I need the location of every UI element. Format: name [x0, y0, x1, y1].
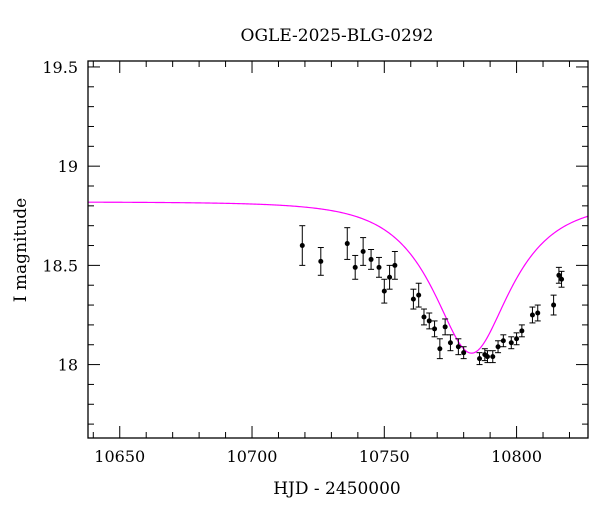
- data-point: [431, 320, 438, 338]
- data-point: [534, 304, 541, 322]
- data-point: [386, 264, 393, 290]
- point-marker: [535, 310, 541, 316]
- point-marker: [368, 256, 374, 262]
- data-point: [376, 256, 383, 278]
- data-point: [529, 306, 536, 324]
- data-point: [420, 308, 427, 326]
- point-marker: [318, 258, 324, 264]
- data-point: [558, 270, 565, 288]
- data-point: [495, 340, 502, 354]
- y-axis-tick-labels: 18 18.5 19 19.5: [42, 58, 78, 375]
- point-marker: [352, 264, 358, 270]
- x-tick-label: 10650: [94, 447, 145, 466]
- x-tick-label: 10750: [359, 447, 410, 466]
- point-marker: [426, 318, 432, 324]
- point-marker: [299, 243, 305, 249]
- model-curve: [88, 201, 588, 354]
- data-point: [518, 324, 525, 338]
- data-point: [489, 350, 496, 364]
- data-point: [368, 249, 375, 270]
- data-point: [513, 332, 520, 346]
- point-marker: [416, 292, 422, 298]
- point-marker: [432, 326, 438, 332]
- point-marker: [556, 272, 562, 278]
- y-tick-label: 18.5: [42, 256, 78, 275]
- data-point: [391, 250, 398, 280]
- point-marker: [387, 274, 393, 280]
- point-marker: [477, 356, 483, 362]
- point-marker: [559, 276, 565, 282]
- data-point: [476, 352, 483, 366]
- x-axis-ticks: [92, 61, 570, 438]
- point-marker: [442, 324, 448, 330]
- plot-frame: [87, 60, 589, 439]
- x-axis-tick-labels: 10650 10700 10750 10800: [94, 447, 542, 466]
- point-marker: [421, 314, 427, 320]
- data-point: [299, 225, 306, 266]
- point-marker: [461, 350, 467, 356]
- point-marker: [392, 262, 398, 268]
- data-point: [352, 254, 359, 280]
- data-point: [381, 278, 388, 304]
- data-points: [299, 225, 565, 366]
- point-marker: [500, 338, 506, 344]
- data-point: [426, 312, 433, 330]
- point-marker: [495, 344, 501, 350]
- point-marker: [529, 312, 535, 318]
- data-point: [344, 227, 351, 260]
- y-axis-label: I magnitude: [11, 198, 31, 302]
- data-point: [317, 247, 324, 276]
- point-marker: [437, 346, 443, 352]
- point-marker: [410, 296, 416, 302]
- data-point: [360, 237, 367, 266]
- data-point: [550, 294, 557, 316]
- point-marker: [484, 354, 490, 360]
- data-point: [436, 338, 443, 360]
- point-marker: [508, 340, 514, 346]
- point-marker: [381, 288, 387, 294]
- point-marker: [455, 344, 461, 350]
- y-tick-label: 19: [58, 157, 78, 176]
- data-point: [447, 334, 454, 352]
- point-marker: [376, 264, 382, 270]
- data-point: [555, 266, 562, 284]
- y-tick-label: 18: [58, 356, 78, 375]
- point-marker: [490, 354, 496, 360]
- data-point: [442, 318, 449, 336]
- point-marker: [551, 302, 557, 308]
- x-axis-label: HJD - 2450000: [273, 479, 401, 499]
- y-tick-label: 19.5: [42, 58, 78, 77]
- point-marker: [360, 248, 366, 254]
- x-tick-label: 10800: [491, 447, 542, 466]
- data-point: [415, 282, 422, 308]
- data-point: [410, 288, 417, 310]
- chart-title: OGLE-2025-BLG-0292: [241, 26, 434, 46]
- point-marker: [514, 336, 520, 342]
- data-point: [500, 334, 507, 348]
- data-point: [484, 350, 491, 364]
- data-point: [508, 336, 515, 350]
- point-marker: [344, 241, 350, 247]
- point-marker: [447, 340, 453, 346]
- x-tick-label: 10700: [227, 447, 278, 466]
- y-axis-ticks: [88, 66, 588, 425]
- point-marker: [519, 328, 525, 334]
- data-point: [460, 346, 467, 360]
- data-point: [455, 338, 462, 356]
